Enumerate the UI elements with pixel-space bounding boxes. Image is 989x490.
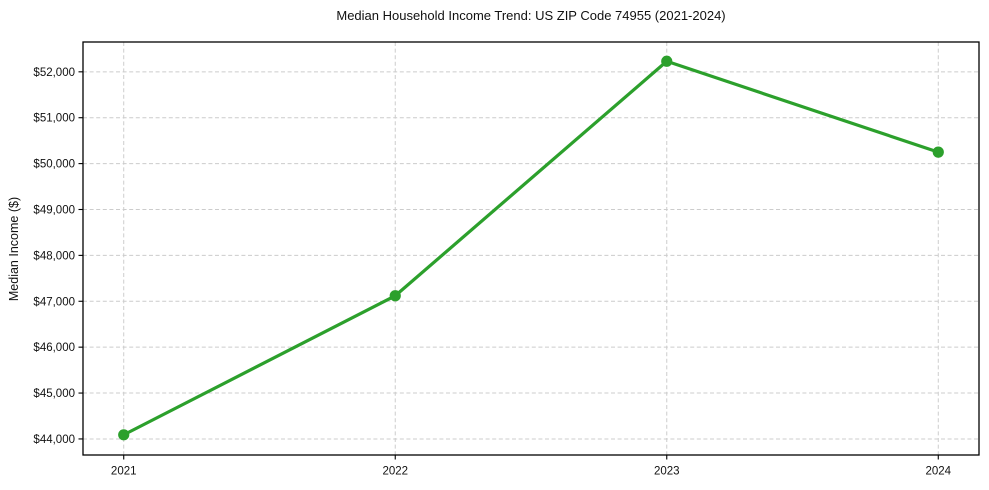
data-point-2023 bbox=[661, 55, 673, 67]
y-tick-label: $48,000 bbox=[33, 250, 75, 262]
data-point-2024 bbox=[932, 146, 944, 158]
trend-line bbox=[122, 59, 940, 437]
y-tick-label: $52,000 bbox=[33, 67, 75, 79]
data-point-2021 bbox=[118, 429, 130, 441]
y-tick-label: $45,000 bbox=[33, 388, 75, 400]
x-tick-label: 2021 bbox=[111, 466, 137, 478]
x-tick-label: 2023 bbox=[654, 466, 680, 478]
x-tick-label: 2024 bbox=[925, 466, 951, 478]
y-tick-label: $49,000 bbox=[33, 204, 75, 216]
y-tick-label: $46,000 bbox=[33, 342, 75, 354]
y-tick-label: $51,000 bbox=[33, 113, 75, 125]
y-tick-label: $44,000 bbox=[33, 434, 75, 446]
data-point-2022 bbox=[389, 290, 401, 302]
y-tick-label: $47,000 bbox=[33, 296, 75, 308]
x-tick-label: 2022 bbox=[382, 466, 408, 478]
chart-title: Median Household Income Trend: US ZIP Co… bbox=[336, 8, 726, 23]
plot-border bbox=[82, 41, 980, 456]
y-tick-label: $50,000 bbox=[33, 159, 75, 171]
